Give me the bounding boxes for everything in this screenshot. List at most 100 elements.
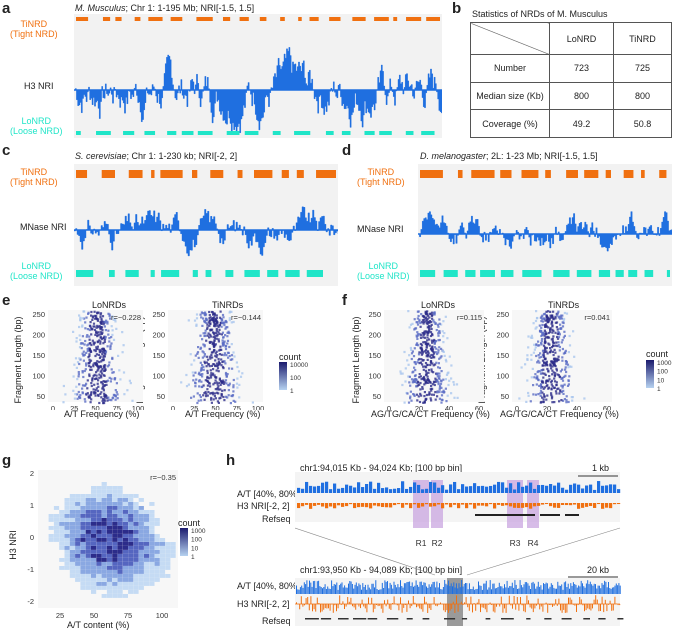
- e-tinrd-cell: [225, 354, 228, 357]
- f-lonrd-cell: [422, 322, 425, 325]
- g-cell: [165, 542, 171, 546]
- g-cell: [117, 514, 123, 518]
- h-at-bar: [509, 483, 513, 493]
- h-at-bar: [413, 586, 414, 594]
- f-tinrd-cell: [534, 373, 537, 376]
- e-tinrd-cell: [224, 373, 228, 376]
- panel-h-top-nri-label: H3 NRI[-2, 2]: [237, 501, 290, 511]
- g-cell: [91, 530, 97, 534]
- f-lonrd-cell: [428, 338, 431, 341]
- e-tinrd-cell: [207, 380, 210, 383]
- h-at-bar: [424, 582, 426, 594]
- g-cell: [122, 574, 128, 578]
- h-nri-bar: [392, 603, 393, 604]
- h-at-bar: [469, 486, 473, 493]
- g-cell: [138, 518, 144, 522]
- f-tinrd-cell: [549, 349, 552, 352]
- g-cell: [138, 534, 144, 538]
- f-lonrd-cell: [430, 353, 433, 357]
- f-lonrd-cell: [429, 397, 432, 400]
- g-cell: [80, 542, 86, 546]
- f-tinrd-cell: [561, 379, 565, 382]
- e-legend-bar: [279, 362, 287, 390]
- h-at-bar: [565, 581, 567, 594]
- e-tinrd-cell: [217, 370, 220, 373]
- e-tinrd-cell: [216, 400, 219, 403]
- e-lonrd-cell: [110, 368, 113, 371]
- e-tinrd-cell: [226, 373, 229, 376]
- e-lonrd-cell: [92, 322, 96, 325]
- h-at-bar: [437, 487, 441, 493]
- h-at-bar: [463, 583, 465, 594]
- e-tinrd-cell: [215, 381, 219, 384]
- g-cell: [149, 574, 155, 578]
- e-tinrd-cell: [223, 399, 226, 402]
- f-tinrd-cell: [547, 318, 550, 321]
- g-cell: [69, 514, 75, 518]
- h-refseq-gene: [598, 618, 606, 620]
- g-cell: [144, 534, 150, 538]
- g-cell: [122, 542, 128, 546]
- f-lonrd-cell: [425, 322, 428, 325]
- g-cell: [122, 550, 128, 554]
- e-tinrd-cell: [217, 357, 220, 361]
- h-at-bar: [473, 483, 477, 493]
- e-lonrd-cell: [100, 396, 103, 399]
- f-lonrd-cell: [429, 325, 432, 328]
- h-at-bar: [587, 580, 589, 594]
- f-lonrd-cell: [422, 375, 426, 379]
- g-cell: [117, 574, 123, 578]
- h-nri-bar: [344, 604, 345, 609]
- g-cell: [85, 510, 91, 514]
- h-nri-bar: [301, 503, 305, 507]
- g-cell: [117, 570, 123, 574]
- lonrd-block: [615, 270, 624, 277]
- f-lonrd-cell: [420, 394, 423, 397]
- e-lonrd-cell: [93, 392, 96, 395]
- f-lonrd-cell: [436, 395, 439, 398]
- h-at-bar: [479, 585, 481, 594]
- f-tinrd-cell: [526, 379, 529, 382]
- r-value-label: r=−0.144: [231, 313, 261, 322]
- f-lonrd-cell: [410, 352, 414, 355]
- f-tinrd-cell: [565, 399, 568, 402]
- f-tinrd-cell: [531, 336, 534, 339]
- tinrd-block: [281, 170, 289, 178]
- f-lonrd-cell: [434, 380, 437, 383]
- h-nri-bar: [470, 596, 472, 604]
- tinrd-block: [239, 17, 249, 21]
- f-tinrd-cell: [565, 312, 569, 315]
- h-refseq-gene: [561, 618, 572, 620]
- h-nri-bar: [526, 595, 528, 604]
- f-tinrd-cell: [540, 342, 543, 345]
- e-tinrd-cell: [201, 338, 204, 341]
- f-lonrd-cell: [442, 341, 445, 344]
- h-at-bar: [426, 586, 427, 594]
- h-nri-bar: [617, 604, 619, 606]
- panel-g-ylabel: H3 NRI: [7, 530, 18, 560]
- g-cell: [64, 506, 70, 510]
- f-lonrd-cell: [422, 333, 425, 336]
- tinrd-block: [500, 170, 512, 178]
- g-cell: [106, 542, 113, 546]
- g-cell: [138, 542, 144, 546]
- g-cell: [64, 546, 70, 550]
- e-lonrd-cell: [89, 359, 93, 362]
- g-cell: [75, 550, 81, 554]
- e-lonrd-cell: [96, 324, 99, 327]
- f-tinrd-cell: [543, 386, 546, 389]
- h-at-bar: [397, 488, 401, 493]
- f-lonrd-cell: [424, 342, 427, 345]
- lonrd-block: [666, 270, 670, 277]
- g-cell: [112, 542, 118, 546]
- f-tinrd-cell: [532, 393, 535, 396]
- g-cell: [106, 546, 113, 550]
- e-tinrd-cell: [230, 354, 234, 357]
- h-at-bar: [615, 583, 617, 594]
- f-lonrd-cell: [429, 334, 433, 338]
- g-cell: [144, 546, 150, 550]
- e-lonrd-cell: [106, 399, 109, 402]
- f-tinrd-cell: [545, 325, 548, 328]
- panel-d-track-plot: [418, 164, 672, 286]
- f-lonrd-cell: [426, 317, 429, 320]
